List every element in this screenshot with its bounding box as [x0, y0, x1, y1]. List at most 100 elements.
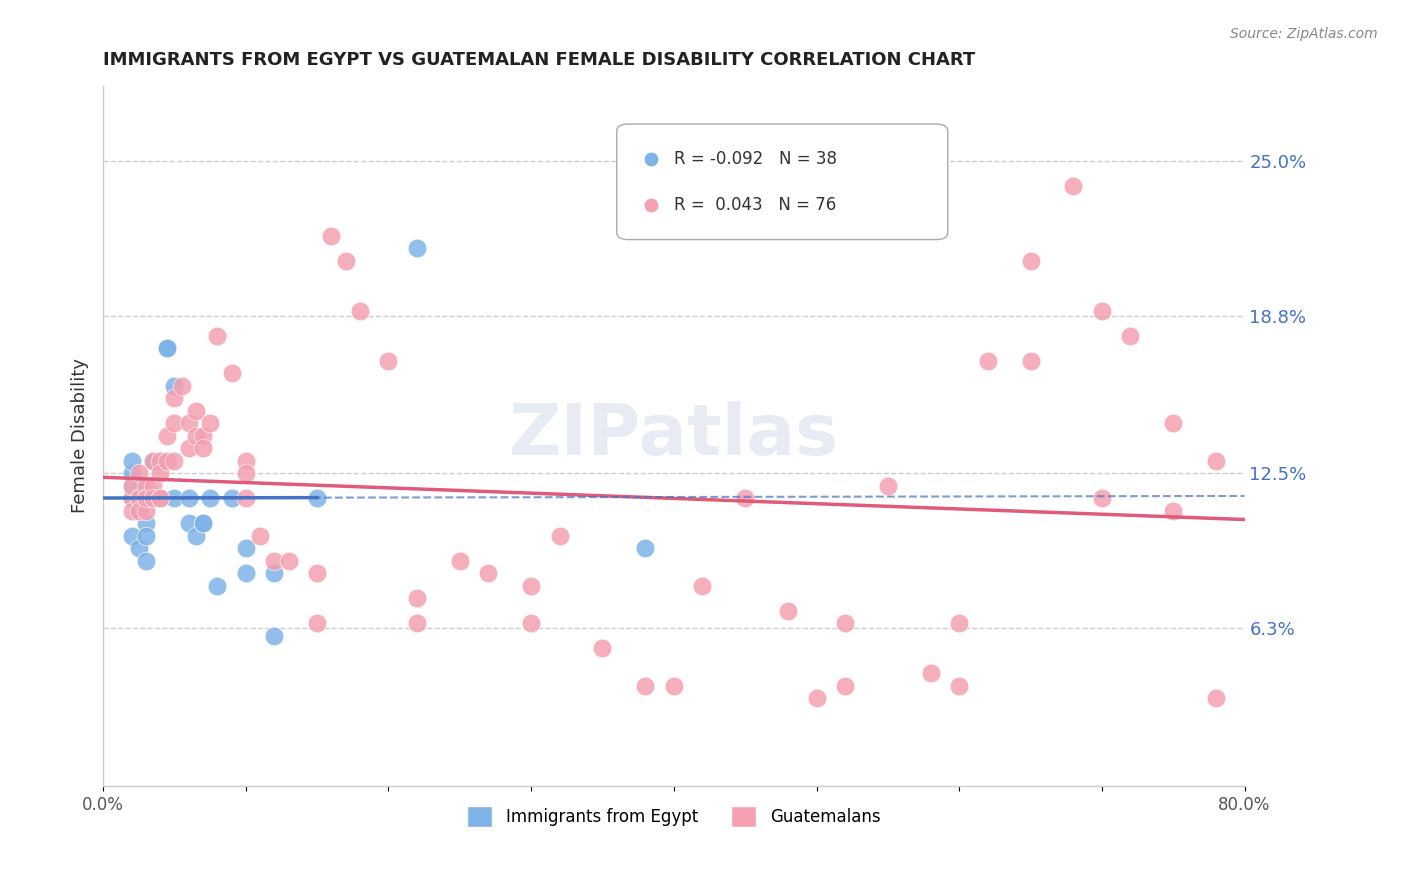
Point [142, 478, 165, 492]
Point [128, 491, 150, 505]
Point [1091, 491, 1114, 505]
Point [948, 679, 970, 693]
Point [406, 616, 429, 631]
Point [806, 691, 828, 706]
Point [1205, 453, 1227, 467]
Point [191, 516, 214, 531]
Point [135, 504, 157, 518]
Point [477, 566, 499, 581]
Point [177, 491, 200, 505]
Point [149, 491, 172, 505]
Point [920, 666, 942, 681]
Point [349, 303, 371, 318]
Point [634, 679, 657, 693]
Point [249, 529, 271, 543]
Point [235, 541, 257, 556]
Point [128, 541, 150, 556]
Point [734, 491, 756, 505]
Text: Source: ZipAtlas.com: Source: ZipAtlas.com [1230, 27, 1378, 41]
Point [170, 378, 193, 392]
Point [135, 491, 157, 505]
Point [692, 579, 714, 593]
Point [307, 491, 329, 505]
Point [156, 453, 179, 467]
Point [135, 529, 157, 543]
Point [142, 453, 165, 467]
Point [149, 491, 172, 505]
Point [135, 491, 157, 505]
Point [235, 466, 257, 480]
Point [321, 228, 343, 243]
Point [198, 416, 221, 430]
Point [156, 341, 179, 355]
Point [207, 328, 229, 343]
Point [135, 478, 157, 492]
Point [149, 453, 172, 467]
Point [121, 453, 143, 467]
Point [277, 554, 299, 568]
Point [128, 504, 150, 518]
Point [235, 566, 257, 581]
Point [876, 478, 898, 492]
Point [948, 616, 970, 631]
Point [1062, 178, 1084, 193]
Point [191, 516, 214, 531]
Point [1119, 328, 1142, 343]
Point [121, 491, 143, 505]
Point [149, 466, 172, 480]
Point [149, 491, 172, 505]
Point [1205, 691, 1227, 706]
Point [121, 491, 143, 505]
Point [184, 529, 207, 543]
Point [121, 478, 143, 492]
Point [263, 566, 285, 581]
FancyBboxPatch shape [617, 124, 948, 240]
Point [163, 491, 186, 505]
Legend: Immigrants from Egypt, Guatemalans: Immigrants from Egypt, Guatemalans [461, 800, 887, 833]
Point [191, 428, 214, 442]
Text: ZIPatlas: ZIPatlas [509, 401, 839, 470]
Point [307, 616, 329, 631]
Point [592, 641, 614, 656]
Point [128, 491, 150, 505]
Point [184, 403, 207, 417]
Point [335, 253, 357, 268]
Point [135, 516, 157, 531]
Point [177, 416, 200, 430]
Point [121, 478, 143, 492]
Point [406, 591, 429, 606]
Point [1161, 416, 1184, 430]
Point [307, 566, 329, 581]
Point [662, 679, 685, 693]
Point [184, 428, 207, 442]
Point [221, 366, 243, 380]
Point [177, 441, 200, 455]
Point [449, 554, 471, 568]
Point [235, 453, 257, 467]
Point [135, 554, 157, 568]
Point [135, 491, 157, 505]
Point [221, 491, 243, 505]
Point [121, 504, 143, 518]
Text: R = -0.092   N = 38: R = -0.092 N = 38 [673, 150, 837, 168]
Point [776, 604, 799, 618]
Point [834, 616, 856, 631]
Point [156, 428, 179, 442]
Point [121, 466, 143, 480]
Point [235, 491, 257, 505]
Point [377, 353, 399, 368]
Point [121, 529, 143, 543]
Point [520, 616, 543, 631]
Point [149, 453, 172, 467]
Point [163, 391, 186, 405]
Point [156, 341, 179, 355]
Point [142, 491, 165, 505]
Point [163, 378, 186, 392]
Y-axis label: Female Disability: Female Disability [72, 359, 89, 513]
Point [263, 629, 285, 643]
Point [191, 441, 214, 455]
Point [1161, 504, 1184, 518]
Point [520, 579, 543, 593]
Point [128, 478, 150, 492]
Point [207, 579, 229, 593]
